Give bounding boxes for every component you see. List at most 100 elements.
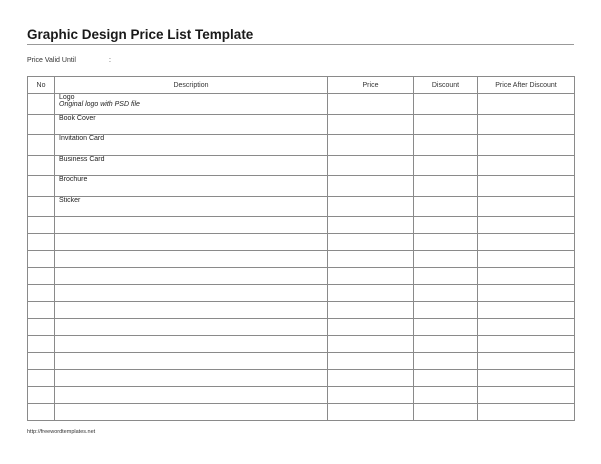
cell-after[interactable] bbox=[477, 352, 575, 370]
cell-no[interactable] bbox=[27, 301, 55, 319]
cell-description[interactable] bbox=[54, 233, 328, 251]
cell-price[interactable] bbox=[327, 284, 414, 302]
cell-discount[interactable] bbox=[413, 403, 478, 421]
cell-description[interactable] bbox=[54, 386, 328, 404]
cell-description[interactable] bbox=[54, 369, 328, 387]
cell-discount[interactable] bbox=[413, 301, 478, 319]
header-price: Price bbox=[327, 76, 414, 94]
cell-discount[interactable] bbox=[413, 93, 478, 115]
cell-discount[interactable] bbox=[413, 113, 478, 135]
cell-discount[interactable] bbox=[413, 216, 478, 234]
cell-no[interactable] bbox=[27, 93, 55, 115]
cell-discount[interactable] bbox=[413, 318, 478, 336]
table-row: Book Cover bbox=[27, 113, 575, 135]
cell-price[interactable] bbox=[327, 250, 414, 268]
cell-no[interactable] bbox=[27, 250, 55, 268]
cell-price[interactable] bbox=[327, 403, 414, 421]
description-text: Business Card bbox=[59, 155, 105, 163]
cell-after[interactable] bbox=[477, 113, 575, 135]
cell-discount[interactable] bbox=[413, 250, 478, 268]
cell-description[interactable] bbox=[54, 284, 328, 302]
cell-no[interactable] bbox=[27, 267, 55, 285]
cell-discount[interactable] bbox=[413, 134, 478, 156]
cell-no[interactable] bbox=[27, 369, 55, 387]
cell-price[interactable] bbox=[327, 175, 414, 197]
cell-discount[interactable] bbox=[413, 233, 478, 251]
cell-description[interactable]: Sticker bbox=[54, 195, 328, 217]
header-price-after-discount: Price After Discount bbox=[477, 76, 575, 94]
cell-discount[interactable] bbox=[413, 352, 478, 370]
table-row-empty bbox=[27, 335, 575, 353]
cell-price[interactable] bbox=[327, 267, 414, 285]
cell-no[interactable] bbox=[27, 216, 55, 234]
cell-after[interactable] bbox=[477, 335, 575, 353]
cell-price[interactable] bbox=[327, 233, 414, 251]
cell-description[interactable] bbox=[54, 216, 328, 234]
cell-price[interactable] bbox=[327, 134, 414, 156]
cell-discount[interactable] bbox=[413, 284, 478, 302]
cell-after[interactable] bbox=[477, 267, 575, 285]
cell-no[interactable] bbox=[27, 335, 55, 353]
cell-price[interactable] bbox=[327, 216, 414, 234]
cell-description[interactable] bbox=[54, 403, 328, 421]
cell-after[interactable] bbox=[477, 284, 575, 302]
cell-no[interactable] bbox=[27, 195, 55, 217]
cell-after[interactable] bbox=[477, 301, 575, 319]
cell-no[interactable] bbox=[27, 175, 55, 197]
cell-no[interactable] bbox=[27, 386, 55, 404]
cell-no[interactable] bbox=[27, 134, 55, 156]
table-row-empty bbox=[27, 233, 575, 251]
cell-after[interactable] bbox=[477, 386, 575, 404]
cell-price[interactable] bbox=[327, 154, 414, 176]
cell-price[interactable] bbox=[327, 195, 414, 217]
cell-price[interactable] bbox=[327, 93, 414, 115]
cell-after[interactable] bbox=[477, 175, 575, 197]
cell-no[interactable] bbox=[27, 318, 55, 336]
cell-no[interactable] bbox=[27, 284, 55, 302]
table-row-empty bbox=[27, 216, 575, 234]
cell-price[interactable] bbox=[327, 369, 414, 387]
cell-price[interactable] bbox=[327, 301, 414, 319]
cell-description[interactable]: Book Cover bbox=[54, 113, 328, 135]
cell-after[interactable] bbox=[477, 369, 575, 387]
cell-description[interactable]: Invitation Card bbox=[54, 134, 328, 156]
footer-url[interactable]: http://freewordtemplates.net bbox=[27, 429, 96, 435]
cell-description[interactable] bbox=[54, 250, 328, 268]
cell-no[interactable] bbox=[27, 233, 55, 251]
cell-description[interactable] bbox=[54, 352, 328, 370]
cell-discount[interactable] bbox=[413, 154, 478, 176]
cell-discount[interactable] bbox=[413, 335, 478, 353]
table-row-empty bbox=[27, 318, 575, 336]
cell-after[interactable] bbox=[477, 154, 575, 176]
cell-no[interactable] bbox=[27, 154, 55, 176]
cell-price[interactable] bbox=[327, 386, 414, 404]
cell-after[interactable] bbox=[477, 195, 575, 217]
cell-discount[interactable] bbox=[413, 195, 478, 217]
cell-discount[interactable] bbox=[413, 175, 478, 197]
cell-after[interactable] bbox=[477, 318, 575, 336]
cell-price[interactable] bbox=[327, 335, 414, 353]
cell-no[interactable] bbox=[27, 352, 55, 370]
cell-description[interactable] bbox=[54, 318, 328, 336]
cell-no[interactable] bbox=[27, 403, 55, 421]
table-row-empty bbox=[27, 284, 575, 302]
cell-discount[interactable] bbox=[413, 386, 478, 404]
cell-after[interactable] bbox=[477, 134, 575, 156]
cell-description[interactable]: Business Card bbox=[54, 154, 328, 176]
cell-after[interactable] bbox=[477, 403, 575, 421]
cell-price[interactable] bbox=[327, 352, 414, 370]
cell-description[interactable] bbox=[54, 267, 328, 285]
cell-discount[interactable] bbox=[413, 369, 478, 387]
cell-after[interactable] bbox=[477, 233, 575, 251]
cell-after[interactable] bbox=[477, 250, 575, 268]
cell-price[interactable] bbox=[327, 318, 414, 336]
cell-no[interactable] bbox=[27, 113, 55, 135]
cell-description[interactable] bbox=[54, 335, 328, 353]
cell-after[interactable] bbox=[477, 93, 575, 115]
cell-description[interactable]: Brochure bbox=[54, 175, 328, 197]
cell-price[interactable] bbox=[327, 113, 414, 135]
cell-description[interactable] bbox=[54, 301, 328, 319]
cell-after[interactable] bbox=[477, 216, 575, 234]
cell-description[interactable]: Logo Original logo with PSD file bbox=[54, 93, 328, 115]
cell-discount[interactable] bbox=[413, 267, 478, 285]
